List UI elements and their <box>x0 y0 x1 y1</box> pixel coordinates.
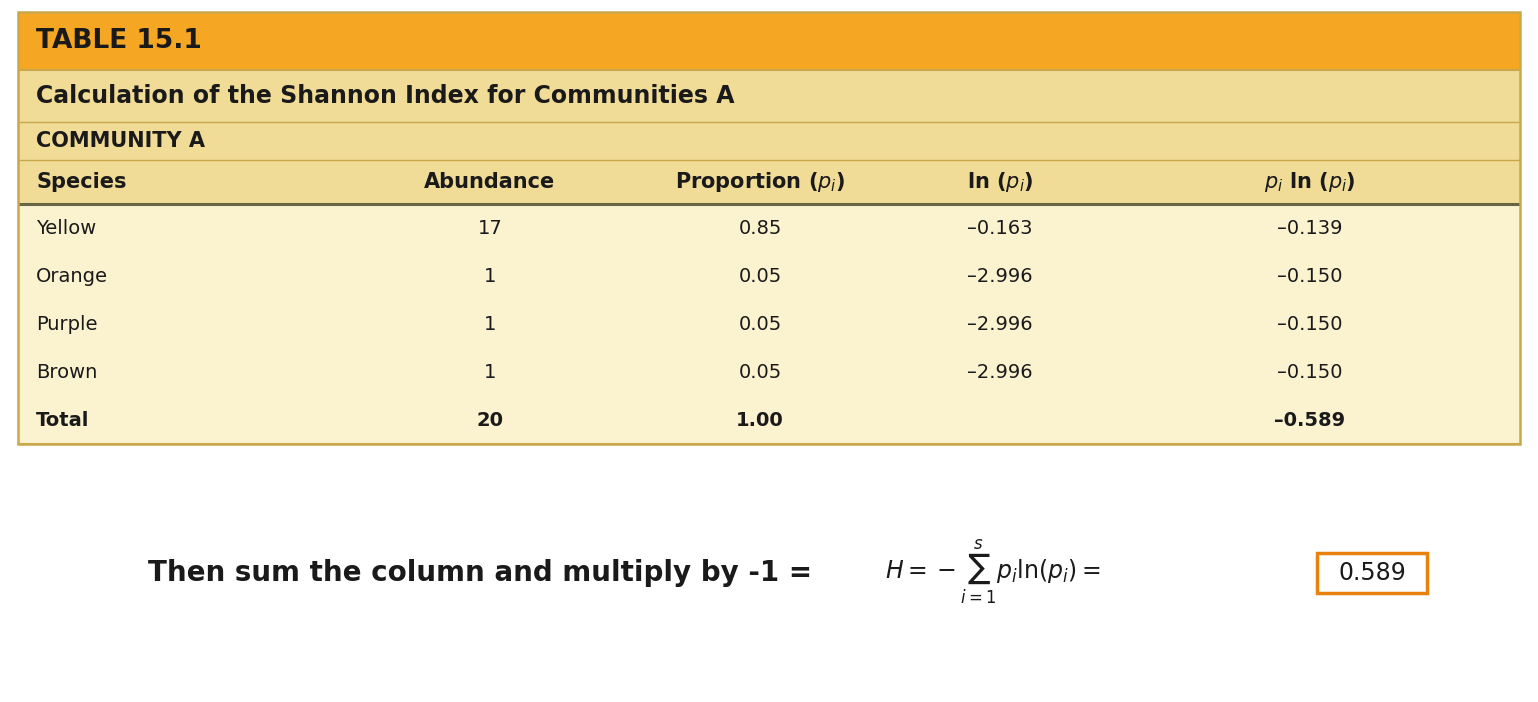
Text: 0.589: 0.589 <box>1338 561 1406 585</box>
Text: Purple: Purple <box>35 314 97 333</box>
Bar <box>18 300 1520 348</box>
Bar <box>18 12 1520 444</box>
Bar <box>18 204 1520 252</box>
Text: 0.85: 0.85 <box>738 218 781 237</box>
Text: TABLE 15.1: TABLE 15.1 <box>35 28 201 54</box>
Bar <box>18 252 1520 300</box>
Text: COMMUNITY A: COMMUNITY A <box>35 131 205 151</box>
Text: $H = -\sum_{i=1}^{s} p_i\mathrm{ln}(p_i) =$: $H = -\sum_{i=1}^{s} p_i\mathrm{ln}(p_i)… <box>884 538 1101 607</box>
Text: –2.996: –2.996 <box>967 267 1034 286</box>
Text: –0.589: –0.589 <box>1275 411 1346 430</box>
Text: Calculation of the Shannon Index for Communities A: Calculation of the Shannon Index for Com… <box>35 84 735 108</box>
Text: –0.139: –0.139 <box>1277 218 1343 237</box>
Text: –0.150: –0.150 <box>1277 362 1343 381</box>
FancyBboxPatch shape <box>1317 553 1427 593</box>
Text: Abundance: Abundance <box>424 172 555 192</box>
Text: –0.163: –0.163 <box>967 218 1032 237</box>
Text: Species: Species <box>35 172 126 192</box>
Text: –2.996: –2.996 <box>967 362 1034 381</box>
Text: Proportion ($p_i$): Proportion ($p_i$) <box>675 170 846 194</box>
Bar <box>18 70 1520 204</box>
Text: 0.05: 0.05 <box>738 314 781 333</box>
Bar <box>18 12 1520 70</box>
Text: 0.05: 0.05 <box>738 267 781 286</box>
Text: 1.00: 1.00 <box>737 411 784 430</box>
Text: 1: 1 <box>484 314 497 333</box>
Text: –0.150: –0.150 <box>1277 314 1343 333</box>
Bar <box>18 348 1520 396</box>
Text: Orange: Orange <box>35 267 108 286</box>
Text: Yellow: Yellow <box>35 218 97 237</box>
Text: –2.996: –2.996 <box>967 314 1034 333</box>
Text: 1: 1 <box>484 362 497 381</box>
Text: Total: Total <box>35 411 89 430</box>
Text: $p_i$ ln ($p_i$): $p_i$ ln ($p_i$) <box>1264 170 1357 194</box>
Text: Then sum the column and multiply by -1 =: Then sum the column and multiply by -1 = <box>148 559 812 587</box>
Text: ln ($p_i$): ln ($p_i$) <box>967 170 1034 194</box>
Text: 20: 20 <box>477 411 503 430</box>
Text: 1: 1 <box>484 267 497 286</box>
Text: Brown: Brown <box>35 362 97 381</box>
Bar <box>18 396 1520 444</box>
Text: 0.05: 0.05 <box>738 362 781 381</box>
Text: 17: 17 <box>478 218 503 237</box>
Text: –0.150: –0.150 <box>1277 267 1343 286</box>
